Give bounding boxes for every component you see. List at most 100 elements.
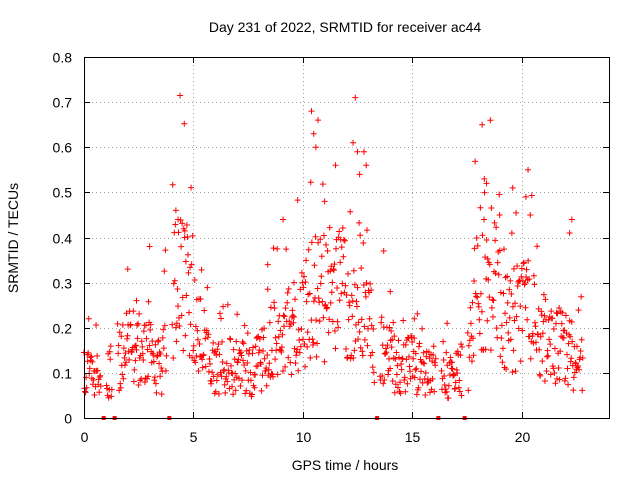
data-point xyxy=(467,320,474,327)
data-point xyxy=(481,216,488,223)
chart-title: Day 231 of 2022, SRMTID for receiver ac4… xyxy=(209,19,482,35)
data-point xyxy=(579,387,586,394)
data-point xyxy=(317,236,324,243)
data-point xyxy=(363,280,370,287)
data-point xyxy=(502,310,509,317)
data-point xyxy=(547,371,554,378)
data-point xyxy=(507,336,514,343)
data-point xyxy=(123,310,130,317)
data-point xyxy=(399,355,406,362)
data-point xyxy=(304,329,311,336)
data-point xyxy=(360,239,367,246)
data-point xyxy=(91,392,98,399)
data-point xyxy=(489,296,496,303)
data-point xyxy=(241,362,248,369)
data-point xyxy=(115,342,122,349)
data-point xyxy=(147,321,154,328)
data-point xyxy=(331,327,338,334)
data-point xyxy=(203,327,210,334)
data-point xyxy=(482,346,489,353)
data-point xyxy=(252,343,259,350)
data-point xyxy=(283,246,290,253)
data-point xyxy=(458,392,465,399)
data-point xyxy=(389,378,396,385)
data-point xyxy=(539,330,546,337)
data-point xyxy=(117,384,124,391)
data-point xyxy=(151,377,158,384)
data-point xyxy=(268,370,275,377)
y-tick-label: 0.2 xyxy=(53,321,73,337)
data-point xyxy=(305,246,312,253)
data-point xyxy=(194,336,201,343)
data-point xyxy=(350,267,357,274)
data-point xyxy=(96,374,103,381)
data-point xyxy=(184,233,191,240)
data-point xyxy=(395,337,402,344)
data-point xyxy=(182,332,189,339)
data-point xyxy=(568,355,575,362)
data-point xyxy=(260,334,267,341)
data-point xyxy=(575,362,582,369)
data-point xyxy=(325,329,332,336)
data-point xyxy=(258,387,265,394)
data-point xyxy=(320,232,327,239)
data-point xyxy=(249,391,255,398)
data-point xyxy=(281,313,288,320)
data-point xyxy=(217,369,224,376)
data-point xyxy=(229,383,236,390)
data-point xyxy=(550,365,557,372)
data-point xyxy=(152,380,159,387)
data-point xyxy=(314,340,321,347)
data-point xyxy=(330,266,337,273)
data-point xyxy=(465,342,472,349)
data-point xyxy=(299,336,306,343)
data-point xyxy=(272,356,279,363)
y-tick-label: 0.8 xyxy=(53,50,73,66)
data-point xyxy=(271,305,278,312)
data-point xyxy=(178,243,185,250)
data-point xyxy=(199,364,206,371)
data-point xyxy=(368,287,375,294)
data-point xyxy=(512,300,519,307)
data-point xyxy=(198,266,205,273)
data-point xyxy=(359,352,366,359)
data-point xyxy=(85,349,92,356)
data-point xyxy=(554,375,561,382)
data-point xyxy=(302,363,309,370)
y-tick-label: 0.5 xyxy=(53,185,73,201)
data-point xyxy=(368,322,375,329)
data-point xyxy=(213,352,220,359)
data-point xyxy=(384,371,391,378)
data-point xyxy=(346,302,353,309)
data-point xyxy=(240,357,247,364)
data-point xyxy=(481,189,488,196)
data-point xyxy=(169,181,176,188)
data-point xyxy=(257,359,264,366)
points-layer xyxy=(81,92,586,420)
data-point xyxy=(176,322,183,329)
data-point xyxy=(522,193,529,200)
data-point xyxy=(219,338,226,345)
data-point xyxy=(270,245,277,252)
data-point xyxy=(220,303,227,310)
data-point xyxy=(250,344,257,351)
data-point xyxy=(342,345,349,352)
data-point xyxy=(468,358,475,365)
data-point xyxy=(323,305,330,312)
data-point xyxy=(441,372,448,379)
data-point xyxy=(524,316,531,323)
data-point xyxy=(544,353,551,360)
data-point xyxy=(163,352,170,359)
data-point xyxy=(326,316,333,323)
data-point xyxy=(564,365,571,372)
data-point xyxy=(497,353,504,360)
data-point xyxy=(452,379,459,386)
data-point xyxy=(423,353,430,360)
data-point xyxy=(234,359,241,366)
data-point xyxy=(501,246,507,253)
data-point xyxy=(467,304,474,311)
data-point xyxy=(303,298,310,305)
data-point xyxy=(178,312,185,319)
data-point xyxy=(213,377,220,384)
data-point xyxy=(358,265,365,272)
